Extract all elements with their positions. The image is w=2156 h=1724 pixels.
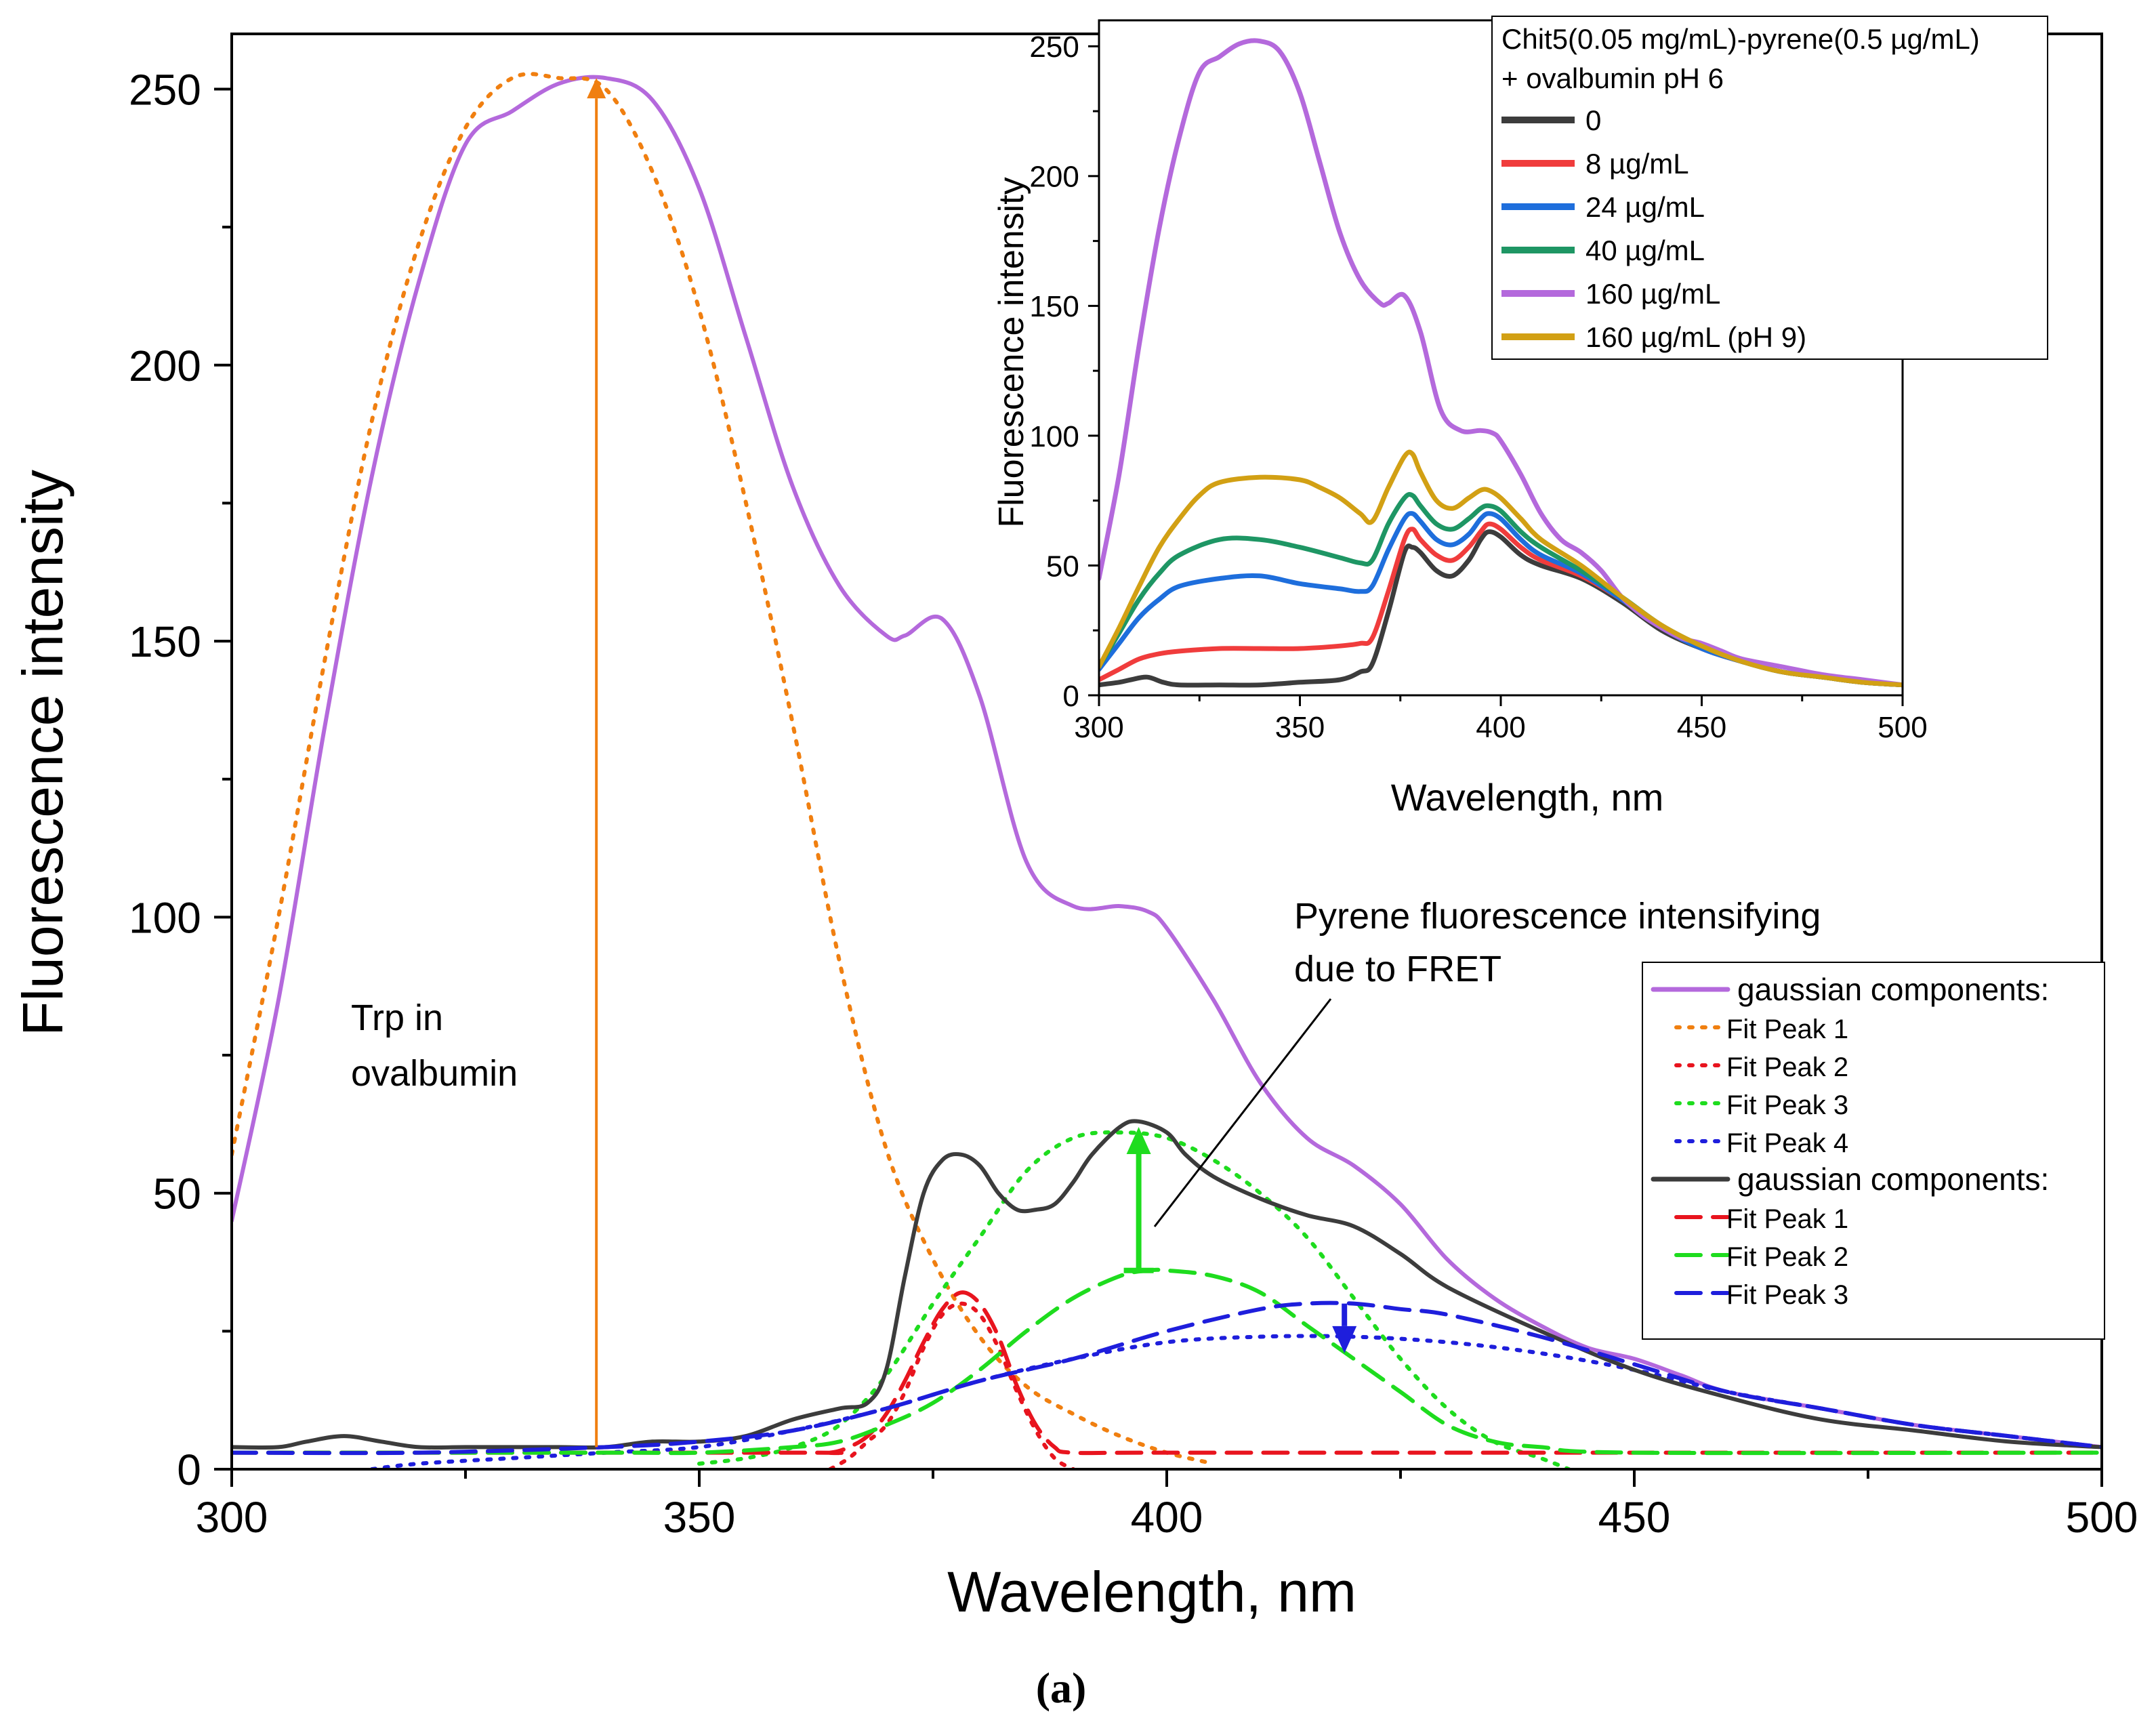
trp-arrow-head	[587, 78, 606, 99]
inset-legend-label: 0	[1585, 104, 1601, 136]
inset-legend-label: 160 µg/mL (pH 9)	[1585, 321, 1806, 353]
main-x-tick-label: 500	[2066, 1493, 2138, 1542]
main-series-1-fit-peak-1-orange-dotted	[232, 72, 1216, 1466]
inset-y-tick-label: 200	[1029, 161, 1079, 194]
fret-arrow	[1123, 1126, 1154, 1273]
inset-series-5-160-g-ml-ph-9	[1099, 449, 1903, 688]
inset-x-tick-label: 450	[1677, 711, 1726, 744]
main-x-tick-label: 350	[663, 1493, 736, 1542]
inset-legend-title-line-2: + ovalbumin pH 6	[1501, 62, 1724, 94]
inset-legend-label: 24 µg/mL	[1585, 191, 1705, 223]
main-arrows	[587, 78, 1357, 1448]
main-y-tick-label: 0	[177, 1445, 201, 1494]
main-series-0-chit5-pyrene-ovalbumin-160-g-ml	[232, 75, 2102, 1450]
main-legend-label: Fit Peak 4	[1726, 1128, 1848, 1158]
main-series-3-fit-peak-3-green-dotted	[697, 1130, 1571, 1469]
trp-arrow	[587, 78, 606, 1448]
main-legend-label: Fit Peak 3	[1726, 1280, 1848, 1310]
inset-y-tick-label: 0	[1062, 680, 1079, 713]
inset-x-tick-label: 300	[1074, 711, 1123, 744]
figure-label: (a)	[1036, 1664, 1087, 1712]
inset-y-tick-label: 250	[1029, 30, 1079, 64]
main-y-tick-label: 50	[153, 1170, 201, 1218]
main-y-tick-label: 250	[129, 66, 201, 115]
inset-x-tick-label: 400	[1476, 711, 1525, 744]
inset-series-2-24-g-ml	[1099, 511, 1903, 688]
main-series-2-fit-peak-2-red-dotted	[828, 1301, 1075, 1469]
pyrene-annotation-line2: due to FRET	[1294, 949, 1501, 989]
main-series-8-fit-peak-3-blue-dashed	[232, 1300, 2102, 1456]
main-series-4-fit-peak-4-blue-dotted	[370, 1334, 2102, 1469]
blue-arrow	[1332, 1303, 1357, 1353]
inset-legend-box	[1491, 16, 2048, 360]
inset-y-axis-label: Fluorescence intensity	[992, 177, 1031, 527]
inset-axes: 300 350 400 450 500 0 50 100 150 200 250	[1029, 19, 1928, 744]
inset-plot: 300 350 400 450 500 0 50 100 150 200 250 Wavelengt…	[992, 16, 2048, 819]
main-legend-label: Fit Peak 3	[1726, 1090, 1848, 1120]
inset-legend-label: 8 µg/mL	[1585, 148, 1689, 180]
main-legend: gaussian components: Fit Peak 1 Fit Peak 2…	[1642, 962, 2105, 1340]
pyrene-annotation-leader	[1153, 998, 1332, 1227]
main-legend-label: Fit Peak 2	[1726, 1242, 1848, 1272]
main-series-6-fit-peak-1-red-dashed	[232, 1290, 2102, 1456]
main-legend-box	[1642, 962, 2105, 1340]
main-legend-label: Fit Peak 1	[1726, 1204, 1848, 1234]
inset-y-tick-label: 50	[1046, 550, 1079, 583]
main-y-tick-label: 200	[129, 342, 201, 390]
inset-series-layer	[1099, 38, 1903, 688]
main-x-tick-label: 450	[1598, 1493, 1671, 1542]
main-legend-label: gaussian components:	[1737, 1162, 2049, 1197]
fret-arrow-head	[1126, 1126, 1151, 1154]
main-y-axis-label: Fluorescence intensity	[11, 470, 75, 1036]
main-x-tick-label: 300	[196, 1493, 268, 1542]
pyrene-annotation-line1: Pyrene fluorescence intensifying	[1294, 896, 1821, 937]
main-legend-label: Fit Peak 1	[1726, 1014, 1848, 1044]
inset-legend-label: 40 µg/mL	[1585, 234, 1705, 266]
trp-annotation-line1: Trp in	[351, 998, 443, 1038]
inset-legend-title-line-1: Chit5(0.05 mg/mL)-pyrene(0.5 µg/mL)	[1501, 23, 1980, 55]
inset-x-tick-label: 350	[1275, 711, 1325, 744]
main-series-5-chit5-pyrene-ovalbumin-0-g-ml	[232, 1119, 2102, 1450]
main-y-tick-label: 100	[129, 893, 201, 942]
main-legend-label: gaussian components:	[1737, 972, 2049, 1007]
main-legend-label: Fit Peak 2	[1726, 1052, 1848, 1082]
main-x-axis-label: Wavelength, nm	[947, 1560, 1356, 1624]
inset-y-tick-label: 100	[1029, 420, 1079, 453]
blue-arrow-head	[1332, 1326, 1357, 1353]
trp-annotation-line2: ovalbumin	[351, 1053, 518, 1094]
inset-legend: Chit5(0.05 mg/mL)-pyrene(0.5 µg/mL) + ova…	[1491, 16, 2048, 360]
inset-y-tick-label: 150	[1029, 290, 1079, 323]
main-y-tick-label: 150	[129, 617, 201, 666]
inset-x-axis-label: Wavelength, nm	[1391, 776, 1664, 819]
inset-x-tick-label: 500	[1878, 711, 1927, 744]
inset-legend-label: 160 µg/mL	[1585, 278, 1720, 310]
main-x-tick-label: 400	[1131, 1493, 1203, 1542]
